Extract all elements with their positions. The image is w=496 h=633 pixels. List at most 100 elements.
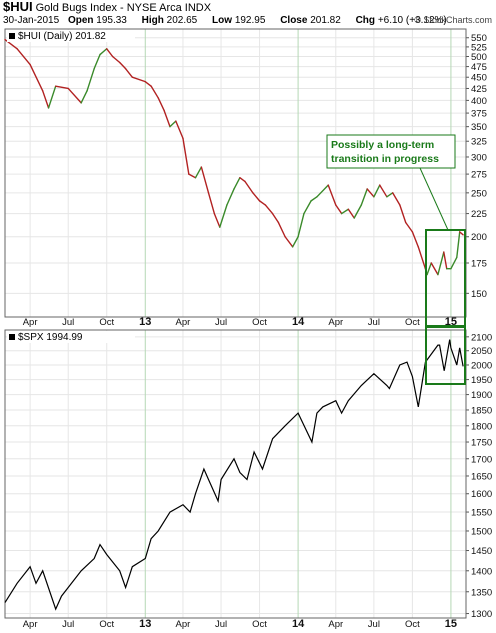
low-value: 192.95 — [234, 15, 266, 26]
change-value: +6.10 (+3.12%) — [377, 15, 447, 26]
spx-highlight-box — [425, 326, 466, 385]
hui-highlight-box — [425, 229, 466, 327]
y-tick-label: 1950 — [471, 375, 492, 386]
price-segment — [47, 85, 57, 109]
price-segment — [93, 53, 101, 70]
x-tick-label: Oct — [405, 317, 420, 328]
price-segment — [399, 204, 407, 224]
y-tick-label: 350 — [471, 122, 487, 133]
price-segment — [417, 246, 427, 270]
x-tick-label: Oct — [405, 619, 420, 630]
change-label: Chg — [355, 15, 376, 26]
price-segment — [244, 180, 254, 194]
x-tick-label: Jul — [215, 317, 227, 328]
price-segment — [252, 192, 261, 202]
x-tick-label: Oct — [252, 619, 267, 630]
price-segment — [386, 192, 394, 198]
x-tick-label: Apr — [23, 619, 38, 630]
x-tick-label: Jul — [368, 619, 380, 630]
price-segment — [360, 188, 368, 206]
x-tick-label: 13 — [139, 316, 151, 328]
spx-panel: 1300 1350 1400 1450 1500 1550 1600 1650 1700 1750… — [4, 329, 492, 630]
index-name: Gold Bugs Index - NYSE Arca INDX — [35, 2, 212, 14]
price-segment — [310, 196, 318, 202]
x-tick-label: Jul — [368, 317, 380, 328]
x-tick-label: 14 — [292, 618, 305, 630]
price-segment — [443, 251, 448, 270]
price-segment — [233, 177, 241, 190]
price-segment — [86, 67, 95, 92]
price-segment — [379, 184, 388, 198]
close-value: 201.82 — [310, 15, 341, 26]
price-segment — [430, 262, 439, 276]
annotation-text-line1: Possibly a long-term — [331, 139, 434, 151]
y-tick-label: 1400 — [471, 566, 492, 577]
price-segment — [207, 192, 216, 215]
price-line — [4, 339, 464, 611]
y-tick-label: 225 — [471, 209, 487, 220]
price-segment — [347, 208, 355, 219]
y-tick-label: 1600 — [471, 489, 492, 500]
y-tick-label: 200 — [471, 232, 487, 243]
y-tick-label: 1850 — [471, 405, 492, 416]
price-segment — [411, 231, 419, 248]
y-tick-label: 425 — [471, 84, 487, 95]
x-tick-label: 13 — [139, 618, 151, 630]
price-segment — [124, 67, 133, 78]
y-tick-label: 325 — [471, 137, 487, 148]
price-segment — [200, 166, 210, 194]
annotation-layer: Possibly a long-term transition in progre… — [326, 134, 466, 385]
price-segment — [213, 212, 221, 228]
y-tick-label: 1550 — [471, 508, 492, 519]
y-tick-label: 1700 — [471, 454, 492, 465]
panel-label: $SPX 1994.99 — [18, 332, 83, 343]
quote-row: 30-Jan-2015 Open 195.33 High 202.65 Low … — [3, 14, 459, 27]
panel-label-bg — [7, 30, 135, 42]
y-tick-label: 1500 — [471, 526, 492, 537]
x-tick-label: 14 — [292, 316, 305, 328]
price-segment — [111, 55, 121, 64]
price-segment — [297, 212, 305, 238]
price-segment — [353, 204, 363, 219]
y-tick-label: 500 — [471, 52, 487, 63]
price-segment — [99, 48, 108, 56]
y-tick-label: 475 — [471, 62, 487, 73]
price-segment — [119, 61, 127, 70]
price-segment — [277, 221, 286, 238]
price-segment — [29, 63, 44, 92]
price-segment — [316, 184, 329, 198]
hui-panel: 150 175 200 225 250 275 300 325 350 375 4004254504… — [4, 28, 487, 328]
y-tick-label: 1800 — [471, 421, 492, 432]
y-tick-label: 2050 — [471, 346, 492, 357]
y-tick-label: 175 — [471, 259, 487, 270]
y-tick-label: 550 — [471, 33, 487, 44]
y-tick-label: 300 — [471, 152, 487, 163]
x-tick-label: Oct — [252, 317, 267, 328]
annotation-pointer — [419, 167, 449, 231]
y-tick-label: 1350 — [471, 587, 492, 598]
price-segment — [131, 76, 146, 83]
y-tick-label: 1750 — [471, 438, 492, 449]
y-tick-label: 1650 — [471, 471, 492, 482]
price-segment — [437, 251, 445, 276]
x-tick-label: Jul — [62, 317, 74, 328]
panel-label-bg — [7, 331, 135, 343]
panel-frame — [4, 28, 467, 318]
high-label: High — [141, 15, 164, 26]
price-segment — [373, 184, 381, 198]
y-tick-label: 375 — [471, 109, 487, 120]
price-segment — [106, 48, 114, 58]
y-tick-label: 2000 — [471, 360, 492, 371]
price-segment — [144, 80, 152, 87]
annotation-text-line2: transition in progress — [331, 153, 439, 165]
price-segment — [219, 204, 228, 228]
price-segment — [157, 97, 165, 112]
price-segment — [340, 208, 350, 215]
open-value: 195.33 — [96, 15, 127, 26]
x-tick-label: Jul — [215, 619, 227, 630]
y-tick-label: 150 — [471, 289, 487, 300]
price-segment — [392, 192, 401, 206]
close-label: Close — [280, 15, 308, 26]
price-segment — [163, 109, 171, 128]
